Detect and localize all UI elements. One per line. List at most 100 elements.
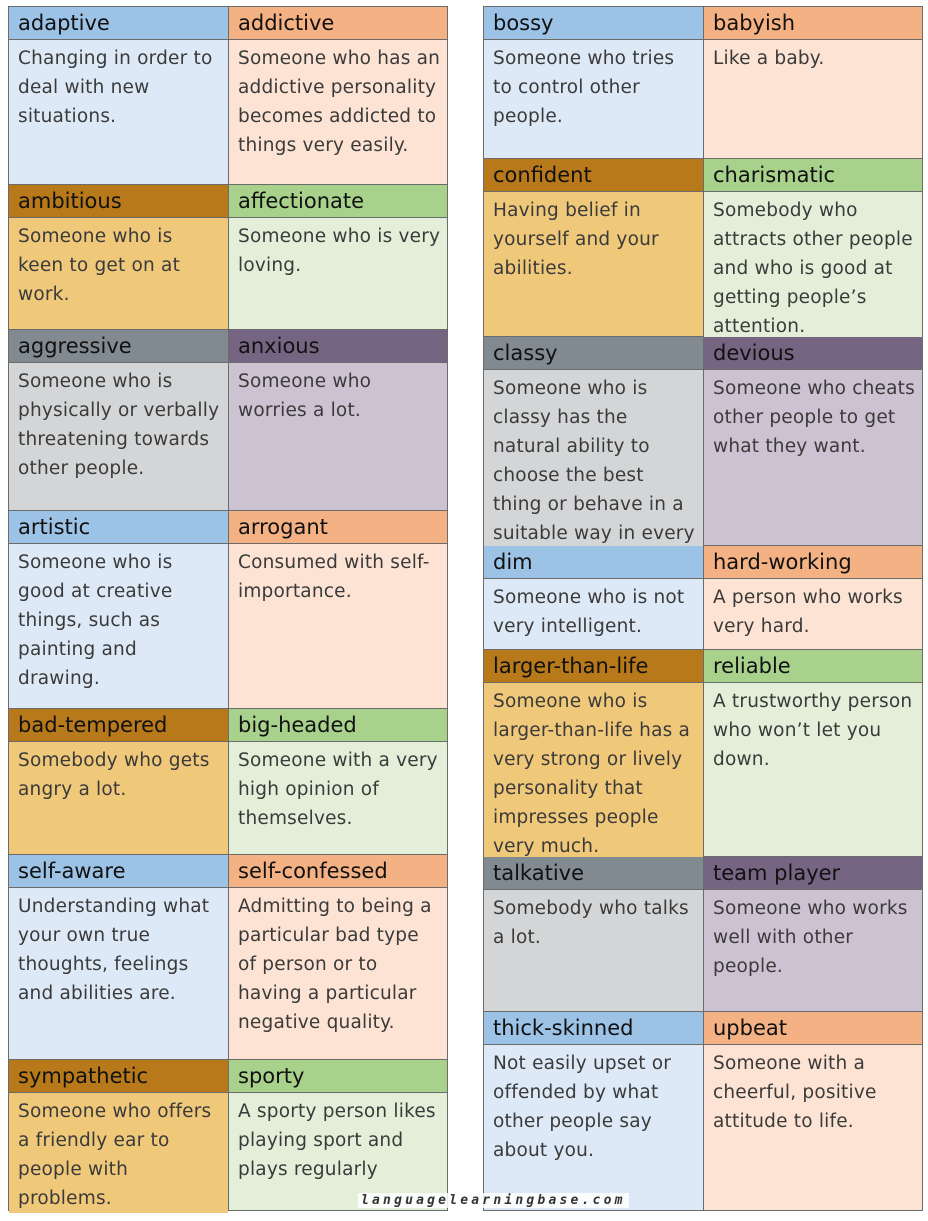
- vocab-term: reliable: [704, 650, 922, 683]
- vocab-card: self-confessed Admitting to being a parti…: [228, 855, 447, 1059]
- vocab-definition: Somebody who talks a lot.: [484, 890, 703, 1011]
- vocab-term: addictive: [229, 7, 447, 40]
- vocab-term: classy: [484, 337, 703, 370]
- table-row: bossy Someone who tries to control other …: [484, 7, 922, 159]
- vocab-term: sympathetic: [9, 1060, 228, 1093]
- vocab-term: thick-skinned: [484, 1012, 703, 1045]
- vocab-definition: Someone who is physically or verbally th…: [9, 363, 228, 510]
- vocab-card: sympathetic Someone who offers a friendly…: [9, 1060, 228, 1213]
- table-row: confident Having belief in yourself and y…: [484, 159, 922, 341]
- vocab-card: charismatic Somebody who attracts other p…: [703, 159, 922, 341]
- vocab-term: hard-working: [704, 546, 922, 579]
- vocab-definition: Someone who is larger-than-life has a ve…: [484, 683, 703, 861]
- vocab-card: thick-skinned Not easily upset or offende…: [484, 1012, 703, 1210]
- vocab-card: ambitious Someone who is keen to get on a…: [9, 185, 228, 329]
- table-row: thick-skinned Not easily upset or offende…: [484, 1012, 922, 1210]
- vocab-definition: Someone who has an addictive personality…: [229, 40, 447, 184]
- vocab-card: aggressive Someone who is physically or v…: [9, 330, 228, 510]
- vocab-term: babyish: [704, 7, 922, 40]
- vocab-term: big-headed: [229, 709, 447, 742]
- vocab-term: arrogant: [229, 511, 447, 544]
- vocab-definition: Someone who cheats other people to get w…: [704, 370, 922, 545]
- vocab-card: hard-working A person who works very hard…: [703, 546, 922, 649]
- vocab-card: arrogant Consumed with self-importance.: [228, 511, 447, 708]
- vocab-card: bad-tempered Somebody who gets angry a lo…: [9, 709, 228, 854]
- vocab-definition: Admitting to being a particular bad type…: [229, 888, 447, 1059]
- vocabulary-table-right: bossy Someone who tries to control other …: [483, 6, 923, 1211]
- vocab-card: confident Having belief in yourself and y…: [484, 159, 703, 336]
- vocab-card: anxious Someone who worries a lot.: [228, 330, 447, 510]
- vocab-term: aggressive: [9, 330, 228, 363]
- vocab-card: larger-than-life Someone who is larger-th…: [484, 650, 703, 861]
- vocab-term: affectionate: [229, 185, 447, 218]
- vocab-card: adaptive Changing in order to deal with n…: [9, 7, 228, 184]
- table-row: talkative Somebody who talks a lot. team p…: [484, 857, 922, 1012]
- vocab-definition: Someone who works well with other people…: [704, 890, 922, 1011]
- vocab-term: devious: [704, 337, 922, 370]
- table-row: larger-than-life Someone who is larger-th…: [484, 650, 922, 861]
- table-row: self-aware Understanding what your own tr…: [9, 855, 447, 1060]
- vocab-card: addictive Someone who has an addictive pe…: [228, 7, 447, 184]
- vocab-card: team player Someone who works well with o…: [703, 857, 922, 1011]
- vocab-definition: Not easily upset or offended by what oth…: [484, 1045, 703, 1210]
- vocab-definition: Someone who tries to control other peopl…: [484, 40, 703, 158]
- vocab-term: upbeat: [704, 1012, 922, 1045]
- vocab-definition: Someone who is keen to get on at work.: [9, 218, 228, 329]
- vocab-definition: Someone who is not very intelligent.: [484, 579, 703, 649]
- vocab-term: adaptive: [9, 7, 228, 40]
- vocab-term: larger-than-life: [484, 650, 703, 683]
- vocab-term: dim: [484, 546, 703, 579]
- vocab-term: sporty: [229, 1060, 447, 1093]
- vocab-definition: Somebody who attracts other people and w…: [704, 192, 922, 341]
- vocab-term: talkative: [484, 857, 703, 890]
- vocab-definition: Somebody who gets angry a lot.: [9, 742, 228, 854]
- vocab-definition: Someone who is good at creative things, …: [9, 544, 228, 708]
- vocab-definition: Like a baby.: [704, 40, 922, 158]
- vocab-term: self-aware: [9, 855, 228, 888]
- vocab-term: self-confessed: [229, 855, 447, 888]
- table-row: bad-tempered Somebody who gets angry a lo…: [9, 709, 447, 855]
- vocab-definition: Someone who is very loving.: [229, 218, 447, 329]
- table-row: artistic Someone who is good at creative …: [9, 511, 447, 709]
- table-row: dim Someone who is not very intelligent. h…: [484, 546, 922, 650]
- vocab-definition: A person who works very hard.: [704, 579, 922, 649]
- vocab-term: bossy: [484, 7, 703, 40]
- vocab-definition: Someone who is classy has the natural ab…: [484, 370, 703, 577]
- vocab-card: bossy Someone who tries to control other …: [484, 7, 703, 158]
- vocab-definition: Consumed with self-importance.: [229, 544, 447, 708]
- vocab-definition: Someone with a very high opinion of them…: [229, 742, 447, 854]
- vocab-definition: Someone with a cheerful, positive attitu…: [704, 1045, 922, 1210]
- table-row: classy Someone who is classy has the natu…: [484, 337, 922, 577]
- vocab-card: reliable A trustworthy person who won’t l…: [703, 650, 922, 856]
- vocab-term: charismatic: [704, 159, 922, 192]
- vocab-card: sporty A sporty person likes playing spor…: [228, 1060, 447, 1210]
- vocab-definition: Someone who worries a lot.: [229, 363, 447, 510]
- vocab-term: artistic: [9, 511, 228, 544]
- vocab-definition: A sporty person likes playing sport and …: [229, 1093, 447, 1210]
- vocab-card: self-aware Understanding what your own tr…: [9, 855, 228, 1059]
- vocab-definition: Changing in order to deal with new situa…: [9, 40, 228, 184]
- vocab-definition: Understanding what your own true thought…: [9, 888, 228, 1059]
- vocab-card: upbeat Someone with a cheerful, positive …: [703, 1012, 922, 1210]
- vocab-definition: A trustworthy person who won’t let you d…: [704, 683, 922, 856]
- table-row: aggressive Someone who is physically or v…: [9, 330, 447, 511]
- vocab-card: classy Someone who is classy has the natu…: [484, 337, 703, 577]
- vocabulary-table-left: adaptive Changing in order to deal with n…: [8, 6, 448, 1213]
- vocab-term: confident: [484, 159, 703, 192]
- vocab-card: babyish Like a baby.: [703, 7, 922, 158]
- vocab-term: team player: [704, 857, 922, 890]
- table-row: adaptive Changing in order to deal with n…: [9, 7, 447, 185]
- watermark: languagelearningbase.com: [358, 1193, 629, 1208]
- vocab-term: ambitious: [9, 185, 228, 218]
- vocab-card: devious Someone who cheats other people t…: [703, 337, 922, 545]
- vocab-card: dim Someone who is not very intelligent.: [484, 546, 703, 649]
- vocab-card: affectionate Someone who is very loving.: [228, 185, 447, 329]
- table-row: sympathetic Someone who offers a friendly…: [9, 1060, 447, 1213]
- vocab-card: artistic Someone who is good at creative …: [9, 511, 228, 708]
- vocab-term: anxious: [229, 330, 447, 363]
- vocab-card: big-headed Someone with a very high opini…: [228, 709, 447, 854]
- table-row: ambitious Someone who is keen to get on a…: [9, 185, 447, 330]
- vocab-card: talkative Somebody who talks a lot.: [484, 857, 703, 1011]
- vocab-definition: Having belief in yourself and your abili…: [484, 192, 703, 336]
- vocab-definition: Someone who offers a friendly ear to peo…: [9, 1093, 228, 1213]
